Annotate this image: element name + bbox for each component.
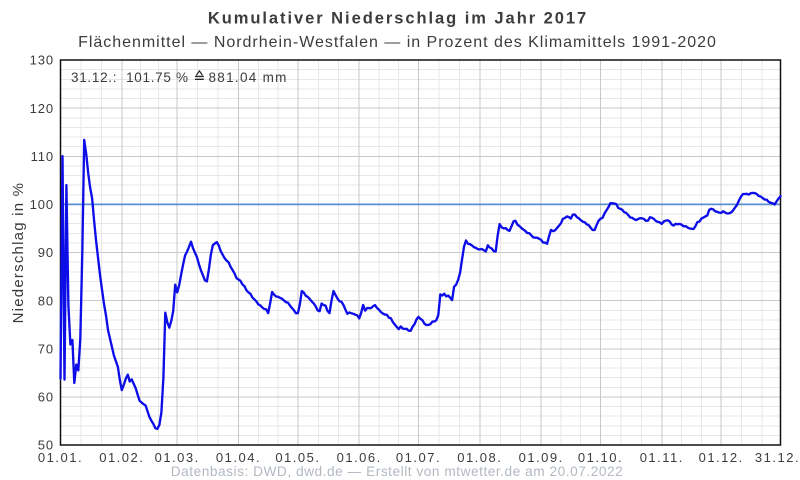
svg-text:90: 90 bbox=[38, 245, 54, 260]
svg-text:130: 130 bbox=[30, 53, 54, 68]
svg-text:01.07.: 01.07. bbox=[396, 450, 441, 465]
svg-text:Flächenmittel — Nordrhein-West: Flächenmittel — Nordrhein-Westfalen — in… bbox=[78, 34, 717, 51]
svg-text:50: 50 bbox=[38, 438, 54, 453]
svg-text:31.12.: 101.75 %: 31.12.: 101.75 % bbox=[71, 70, 189, 85]
svg-text:01.03.: 01.03. bbox=[155, 450, 200, 465]
svg-text:01.06.: 01.06. bbox=[337, 450, 382, 465]
svg-text:881.04 mm: 881.04 mm bbox=[209, 70, 288, 85]
svg-text:60: 60 bbox=[38, 390, 54, 405]
svg-text:01.05.: 01.05. bbox=[275, 450, 320, 465]
svg-text:Datenbasis: DWD, dwd.de — Erst: Datenbasis: DWD, dwd.de — Erstellt von m… bbox=[171, 464, 623, 479]
svg-text:Niederschlag in %: Niederschlag in % bbox=[10, 182, 27, 324]
svg-text:31.12.: 31.12. bbox=[755, 450, 800, 465]
svg-text:01.02.: 01.02. bbox=[99, 450, 144, 465]
svg-text:01.01.: 01.01. bbox=[38, 450, 83, 465]
svg-text:01.09.: 01.09. bbox=[519, 450, 564, 465]
svg-text:100: 100 bbox=[30, 197, 54, 212]
svg-text:Kumulativer Niederschlag im Ja: Kumulativer Niederschlag im Jahr 2017 bbox=[208, 10, 588, 28]
svg-text:110: 110 bbox=[31, 149, 54, 164]
svg-text:01.11.: 01.11. bbox=[640, 450, 684, 465]
svg-text:01.04.: 01.04. bbox=[216, 450, 261, 465]
svg-text:01.10.: 01.10. bbox=[578, 450, 623, 465]
svg-text:70: 70 bbox=[38, 341, 54, 356]
svg-text:01.08.: 01.08. bbox=[457, 450, 502, 465]
svg-text:01.12.: 01.12. bbox=[699, 450, 744, 465]
svg-text:120: 120 bbox=[30, 101, 54, 116]
svg-text:80: 80 bbox=[38, 293, 54, 308]
